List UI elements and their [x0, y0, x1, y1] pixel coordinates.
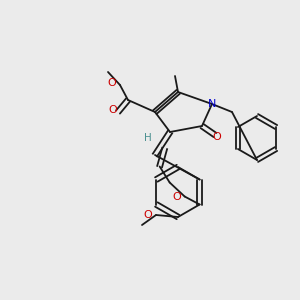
Text: H: H: [144, 133, 152, 143]
Text: O: O: [172, 191, 181, 202]
Text: O: O: [108, 78, 116, 88]
Text: O: O: [213, 132, 221, 142]
Text: O: O: [109, 105, 117, 115]
Text: O: O: [144, 210, 152, 220]
Text: N: N: [208, 99, 216, 109]
